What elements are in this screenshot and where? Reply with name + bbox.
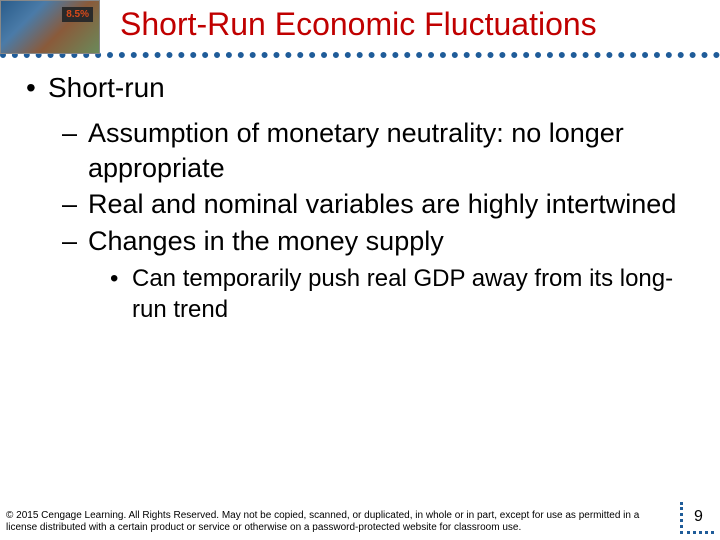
- bullet-level-2: Assumption of monetary neutrality: no lo…: [22, 116, 698, 185]
- page-number-box: 9: [680, 502, 714, 534]
- bullet-level-2: Changes in the money supply: [22, 224, 698, 259]
- decorative-header-image: [0, 0, 100, 54]
- bullet-level-1: Short-run: [22, 72, 698, 104]
- bullet-level-2: Real and nominal variables are highly in…: [22, 187, 698, 222]
- bullet-level-3: Can temporarily push real GDP away from …: [22, 264, 698, 325]
- copyright-footer: © 2015 Cengage Learning. All Rights Rese…: [6, 510, 672, 534]
- page-number: 9: [694, 508, 703, 526]
- slide-title: Short-Run Economic Fluctuations: [100, 0, 720, 43]
- content-area: Short-run Assumption of monetary neutral…: [0, 68, 720, 326]
- header-row: Short-Run Economic Fluctuations: [0, 0, 720, 54]
